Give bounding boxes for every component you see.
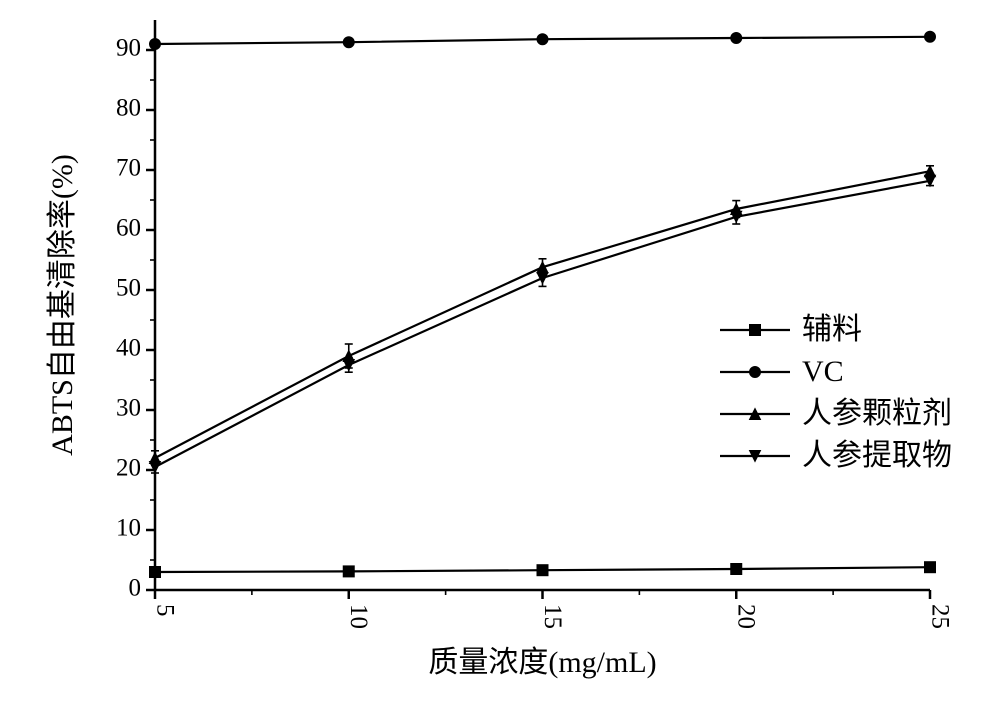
- svg-text:10: 10: [116, 515, 141, 542]
- svg-text:25: 25: [926, 604, 953, 629]
- svg-text:10: 10: [345, 604, 372, 629]
- chart-svg: 5 10 15 20 25 质量浓度(mg/mL) 0 10 20 30 40 50 60 70 80 90 A…: [0, 0, 1000, 718]
- legend-label-2: 人参颗粒剂: [802, 397, 952, 430]
- svg-text:0: 0: [129, 575, 142, 602]
- svg-text:20: 20: [116, 455, 141, 482]
- svg-text:5: 5: [151, 604, 178, 617]
- svg-text:90: 90: [116, 35, 141, 62]
- abts-scavenging-chart: 5 10 15 20 25 质量浓度(mg/mL) 0 10 20 30 40 50 60 70 80 90 A…: [0, 0, 1000, 718]
- svg-text:40: 40: [116, 335, 141, 362]
- legend-label-3: 人参提取物: [802, 439, 952, 472]
- y-axis-label: ABTS自由基清除率(%): [46, 154, 79, 456]
- svg-text:70: 70: [116, 155, 141, 182]
- legend-label-1: VC: [802, 355, 844, 388]
- svg-text:15: 15: [539, 604, 566, 629]
- svg-text:30: 30: [116, 395, 141, 422]
- x-axis-label: 质量浓度(mg/mL): [428, 646, 656, 679]
- svg-text:50: 50: [116, 275, 141, 302]
- svg-text:20: 20: [733, 604, 760, 629]
- legend-label-0: 辅料: [802, 313, 862, 346]
- svg-text:60: 60: [116, 215, 141, 242]
- svg-text:80: 80: [116, 95, 141, 122]
